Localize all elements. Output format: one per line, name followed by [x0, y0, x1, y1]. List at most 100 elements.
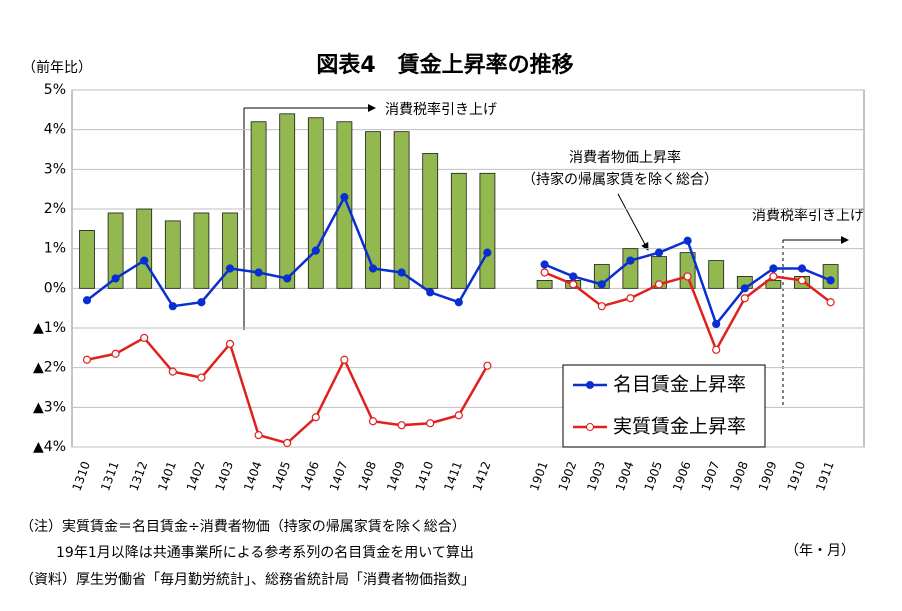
point	[740, 294, 749, 303]
point	[197, 298, 206, 307]
point	[769, 272, 778, 281]
y-tick-label: ▲1%	[33, 320, 66, 336]
point	[683, 236, 692, 245]
point	[569, 272, 578, 281]
x-tick-label: 1906	[670, 459, 694, 492]
x-tick-label: 1403	[213, 459, 237, 492]
point	[483, 248, 492, 257]
point	[254, 431, 263, 440]
legend	[562, 364, 766, 448]
point	[168, 367, 177, 376]
y-tick-label: 2%	[44, 201, 66, 217]
x-tick-label: 1411	[441, 459, 465, 492]
point	[797, 264, 807, 273]
x-tick-label: 1907	[699, 459, 723, 492]
x-tick-label: 1901	[527, 459, 551, 492]
x-tick-label: 1910	[785, 459, 809, 492]
bar	[107, 212, 124, 289]
x-tick-label: 1903	[584, 459, 608, 492]
point	[426, 419, 435, 428]
bar	[193, 212, 210, 289]
point	[626, 294, 635, 303]
bar	[222, 212, 238, 289]
point	[826, 276, 835, 285]
annotation: 消費者物価上昇率	[569, 149, 681, 166]
x-tick-label: 1402	[184, 459, 208, 492]
y-tick-label: 1%	[44, 241, 66, 257]
point	[111, 349, 120, 358]
bar	[422, 153, 439, 289]
bar	[79, 230, 95, 289]
bar	[336, 121, 353, 289]
point	[368, 264, 378, 273]
x-tick-label: 1409	[384, 459, 408, 492]
point	[283, 274, 292, 283]
y-tick-label: ▲3%	[33, 399, 66, 415]
note: 19年1月以降は共通事業所による参考系列の名目賃金を用いて算出	[56, 544, 474, 561]
x-tick-label: 1407	[327, 459, 351, 492]
chart-title: 図表4 賃金上昇率の推移	[316, 52, 573, 78]
annotation: 消費税率引き上げ	[385, 101, 497, 118]
y-tick-label: 3%	[44, 161, 66, 177]
x-tick-label: 1909	[756, 459, 780, 492]
point	[454, 298, 463, 307]
point	[797, 276, 807, 285]
x-tick-label: 1404	[241, 459, 265, 492]
x-tick-label: 1310	[70, 459, 94, 492]
point	[311, 246, 320, 255]
y-tick-label: 5%	[44, 82, 66, 98]
bar	[393, 131, 410, 289]
point	[197, 373, 206, 382]
x-unit-label: （年・月）	[785, 543, 855, 559]
bar	[365, 131, 381, 289]
x-tick-label: 1406	[298, 459, 322, 492]
x-tick-label: 1902	[556, 459, 580, 492]
point	[626, 256, 635, 265]
x-tick-label: 1405	[270, 459, 294, 492]
y-tick-label: ▲2%	[33, 360, 66, 376]
bar	[250, 121, 267, 289]
legend-label: 実質賃金上昇率	[613, 416, 746, 438]
point	[569, 280, 578, 289]
y-tick-label: 0%	[44, 280, 66, 296]
bar	[708, 260, 725, 289]
bar	[679, 252, 696, 289]
annotation: （持家の帰属家賃を除く総合）	[522, 171, 718, 188]
point	[597, 280, 606, 289]
x-tick-label: 1408	[356, 459, 380, 492]
x-tick-label: 1412	[470, 459, 494, 492]
point	[769, 264, 778, 273]
bar	[164, 220, 181, 289]
point	[540, 268, 549, 277]
x-tick-label: 1908	[727, 459, 751, 492]
x-tick-label: 1904	[613, 459, 637, 492]
annotation: 消費税率引き上げ	[752, 207, 864, 224]
bar	[536, 279, 553, 289]
point	[82, 355, 92, 364]
x-tick-label: 1911	[813, 459, 837, 492]
legend-swatch	[586, 381, 594, 389]
x-tick-label: 1311	[98, 459, 122, 492]
point	[826, 298, 835, 307]
point	[712, 319, 721, 329]
point	[140, 333, 149, 343]
bar	[136, 208, 153, 289]
point	[82, 296, 92, 305]
point	[654, 280, 664, 289]
y-unit-label: （前年比）	[22, 59, 92, 76]
legend-label: 名目賃金上昇率	[613, 374, 746, 396]
bar	[450, 172, 467, 289]
x-tick-label: 1401	[155, 459, 179, 492]
point	[740, 284, 749, 293]
point	[454, 411, 463, 420]
bar	[279, 113, 296, 289]
point	[368, 417, 378, 426]
point	[283, 438, 292, 448]
point	[340, 193, 349, 202]
bar	[307, 117, 324, 289]
bar	[479, 172, 496, 289]
point	[140, 256, 149, 265]
legend-swatch	[586, 423, 594, 431]
x-tick-label: 1905	[642, 459, 666, 492]
point	[483, 361, 492, 370]
